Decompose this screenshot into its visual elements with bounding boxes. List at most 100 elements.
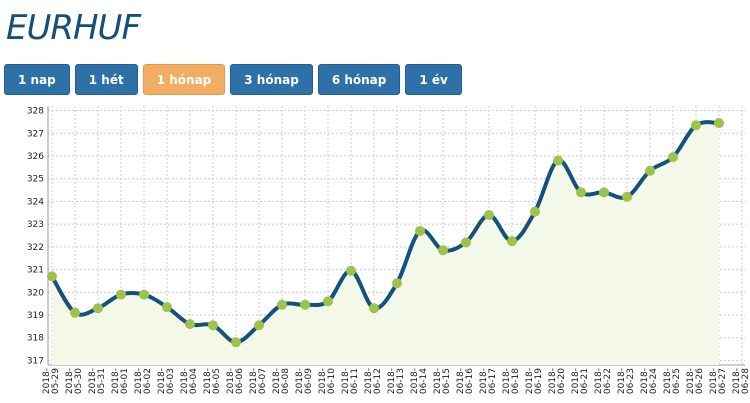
x-tick-part: 2018- xyxy=(617,368,627,394)
point xyxy=(599,187,609,198)
x-tick-part: 2018- xyxy=(42,368,52,394)
point xyxy=(668,152,678,163)
point xyxy=(254,320,264,331)
x-tick-part: 06-26 xyxy=(695,368,705,394)
range-buttons: 1 nap 1 hét 1 hónap 3 hónap 6 hónap 1 év xyxy=(4,64,462,95)
point xyxy=(553,155,563,166)
x-tick-part: 06-10 xyxy=(327,368,337,394)
point xyxy=(231,337,241,348)
x-tick-part: 06-16 xyxy=(465,368,475,394)
x-tick-label: 2018-06-20 xyxy=(548,368,567,394)
x-tick-part: 2018- xyxy=(456,368,466,394)
x-tick-part: 2018- xyxy=(341,368,351,394)
x-tick-label: 2018-06-16 xyxy=(456,368,475,394)
y-tick-label: 321 xyxy=(27,266,44,276)
x-tick-part: 2018- xyxy=(88,368,98,394)
y-tick-label: 327 xyxy=(27,129,44,139)
x-tick-label: 2018-06-05 xyxy=(203,368,222,394)
x-tick-part: 2018- xyxy=(410,368,420,394)
point xyxy=(185,319,195,330)
point xyxy=(415,225,425,236)
point xyxy=(116,289,126,300)
point xyxy=(208,320,218,331)
x-tick-part: 06-28 xyxy=(741,368,750,394)
x-tick-label: 2018-06-06 xyxy=(226,368,245,394)
x-tick-part: 06-22 xyxy=(603,368,613,394)
x-tick-label: 2018-06-11 xyxy=(341,368,360,394)
point xyxy=(47,271,57,282)
x-tick-part: 06-05 xyxy=(212,368,222,394)
x-tick-part: 2018- xyxy=(364,368,374,394)
x-tick-label: 2018-06-02 xyxy=(134,368,153,394)
x-tick-label: 2018-06-08 xyxy=(272,368,291,394)
x-tick-part: 06-07 xyxy=(258,368,268,394)
point xyxy=(530,206,540,217)
range-button[interactable]: 1 hét xyxy=(74,64,138,95)
x-tick-part: 2018- xyxy=(663,368,673,394)
point xyxy=(369,303,379,314)
range-button[interactable]: 1 hónap xyxy=(142,64,226,95)
point xyxy=(622,191,632,202)
x-tick-label: 2018-06-26 xyxy=(686,368,705,394)
x-tick-part: 2018- xyxy=(571,368,581,394)
x-tick-part: 2018- xyxy=(180,368,190,394)
point xyxy=(346,265,356,276)
point xyxy=(323,296,333,307)
x-tick-label: 2018-06-15 xyxy=(433,368,452,394)
x-tick-label: 2018-06-09 xyxy=(295,368,314,394)
y-tick-label: 320 xyxy=(27,288,44,298)
x-tick-part: 2018- xyxy=(226,368,236,394)
range-button[interactable]: 6 hónap xyxy=(317,64,401,95)
x-tick-part: 2018- xyxy=(640,368,650,394)
point xyxy=(645,165,655,176)
y-tick-label: 317 xyxy=(27,356,44,366)
point xyxy=(484,210,494,221)
x-tick-label: 2018-06-01 xyxy=(111,368,130,394)
x-tick-part: 06-09 xyxy=(304,368,314,394)
x-tick-part: 2018- xyxy=(387,368,397,394)
x-tick-part: 06-03 xyxy=(166,368,176,394)
page-title: EURHUF xyxy=(6,8,141,48)
y-tick-label: 322 xyxy=(27,243,44,253)
point xyxy=(162,302,172,313)
point xyxy=(691,120,701,131)
range-button[interactable]: 1 nap xyxy=(4,64,70,95)
x-tick-part: 2018- xyxy=(732,368,742,394)
x-tick-label: 2018-06-13 xyxy=(387,368,406,394)
x-tick-part: 05-31 xyxy=(97,368,107,394)
x-tick-label: 2018-06-12 xyxy=(364,368,383,394)
x-tick-part: 06-11 xyxy=(350,368,360,394)
x-tick-part: 06-20 xyxy=(557,368,567,394)
x-tick-label: 2018-06-04 xyxy=(180,368,199,394)
x-tick-part: 06-02 xyxy=(143,368,153,394)
x-tick-part: 06-06 xyxy=(235,368,245,394)
range-button[interactable]: 3 hónap xyxy=(230,64,313,95)
x-tick-part: 2018- xyxy=(272,368,282,394)
x-tick-part: 06-18 xyxy=(511,368,521,394)
x-tick-label: 2018-06-19 xyxy=(525,368,544,394)
x-tick-part: 06-24 xyxy=(649,368,659,394)
x-tick-part: 2018- xyxy=(249,368,259,394)
x-tick-part: 06-19 xyxy=(534,368,544,394)
y-tick-label: 328 xyxy=(27,107,44,117)
x-tick-part: 06-14 xyxy=(419,368,429,394)
point xyxy=(300,299,310,310)
x-tick-label: 2018-06-21 xyxy=(571,368,590,394)
x-tick-label: 2018-06-22 xyxy=(594,368,613,394)
x-tick-part: 2018- xyxy=(318,368,328,394)
x-tick-part: 06-23 xyxy=(626,368,636,394)
point xyxy=(438,245,448,256)
x-tick-label: 2018-06-28 xyxy=(732,368,750,394)
point xyxy=(507,236,517,247)
x-tick-label: 2018-05-31 xyxy=(88,368,107,394)
x-tick-part: 2018- xyxy=(686,368,696,394)
x-tick-label: 2018-05-30 xyxy=(65,368,84,394)
x-tick-part: 2018- xyxy=(157,368,167,394)
x-tick-part: 2018- xyxy=(65,368,75,394)
x-tick-part: 2018- xyxy=(433,368,443,394)
x-tick-label: 2018-06-14 xyxy=(410,368,429,394)
point xyxy=(392,278,402,289)
y-tick-label: 319 xyxy=(27,311,44,321)
range-button[interactable]: 1 év xyxy=(405,64,462,95)
